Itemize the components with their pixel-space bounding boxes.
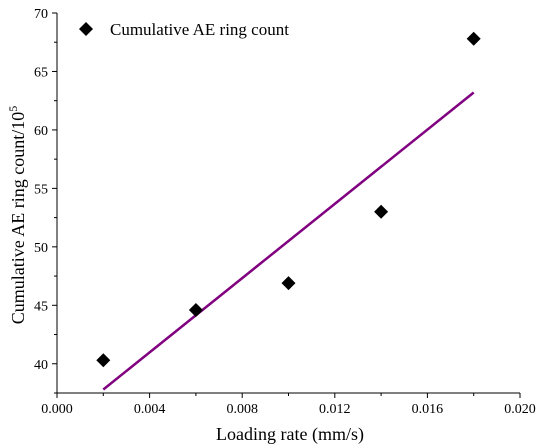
data-point — [96, 353, 111, 368]
y-tick-label: 50 — [34, 241, 48, 256]
legend: Cumulative AE ring count — [79, 20, 289, 39]
fit-line — [102, 91, 475, 391]
y-axis-title-superscript: 5 — [6, 106, 20, 112]
x-tick-label: 0.020 — [504, 402, 536, 417]
axes — [56, 13, 520, 394]
x-tick-label: 0.000 — [41, 402, 73, 417]
x-axis-ticks: 0.000 0.004 0.008 0.012 0.016 0.020 — [41, 393, 536, 417]
x-tick-label: 0.016 — [412, 402, 444, 417]
data-point — [281, 276, 296, 291]
x-tick-label: 0.008 — [226, 402, 258, 417]
y-tick-label: 70 — [34, 7, 48, 22]
y-tick-label: 60 — [34, 124, 48, 139]
legend-diamond-marker — [79, 22, 93, 36]
data-point — [188, 302, 203, 317]
y-axis-ticks: 40 45 50 55 60 65 70 — [34, 7, 57, 394]
x-tick-label: 0.012 — [319, 402, 351, 417]
y-axis-title: Cumulative AE ring count/105 — [6, 106, 28, 324]
data-point — [374, 204, 389, 219]
fit-line-group — [102, 91, 475, 391]
data-points — [96, 31, 481, 368]
y-tick-label: 65 — [34, 65, 48, 80]
legend-label: Cumulative AE ring count — [110, 20, 289, 39]
x-tick-label: 0.004 — [134, 402, 166, 417]
data-point — [466, 31, 481, 46]
y-tick-label: 55 — [34, 182, 48, 197]
y-axis-title-text: Cumulative AE ring count/10 — [8, 112, 28, 324]
y-tick-label: 40 — [34, 358, 48, 373]
x-axis-title: Loading rate (mm/s) — [216, 424, 364, 445]
y-tick-label: 45 — [34, 299, 48, 314]
